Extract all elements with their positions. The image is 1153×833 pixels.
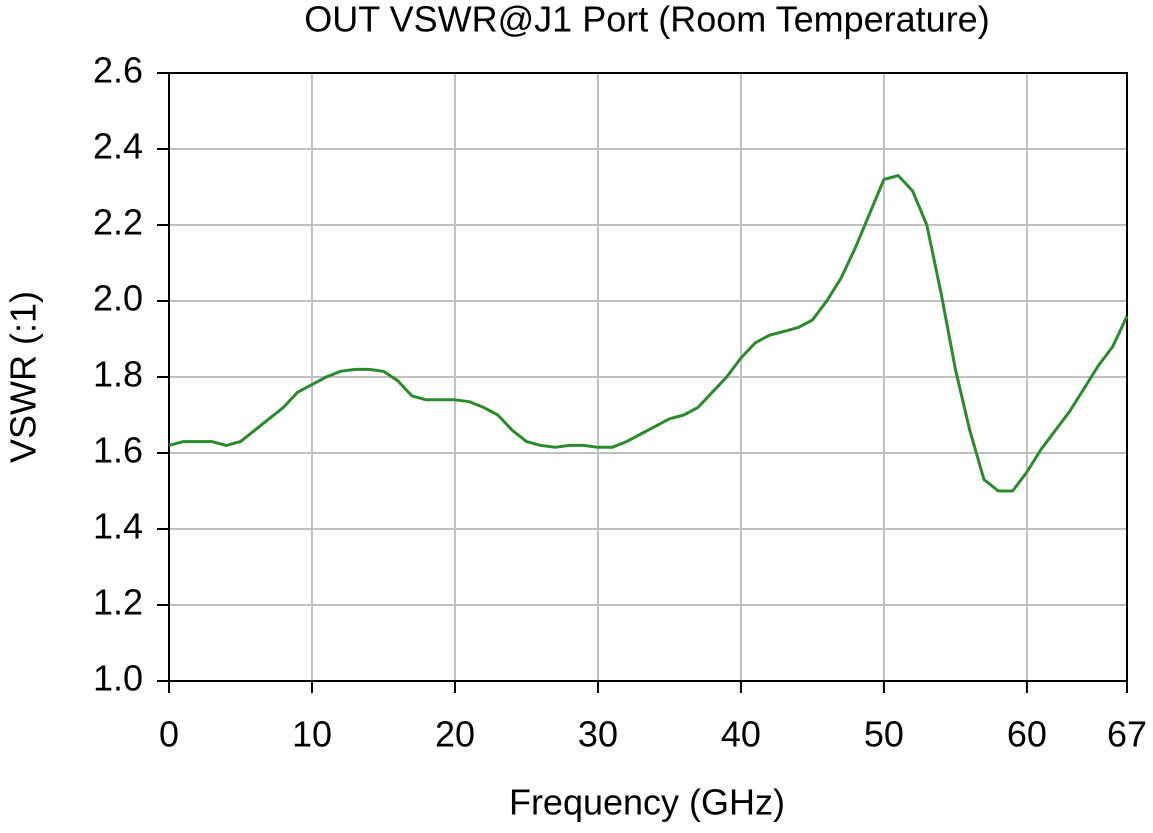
x-axis-label: Frequency (GHz) (509, 782, 785, 823)
x-tick-label: 10 (292, 714, 332, 755)
x-tick-label: 50 (864, 714, 904, 755)
x-tick-label: 67 (1107, 714, 1147, 755)
y-tick-label: 2.4 (93, 126, 143, 167)
y-tick-label: 1.2 (93, 582, 143, 623)
y-tick-label: 2.6 (93, 50, 143, 91)
plot-frame (168, 72, 1128, 682)
y-tick-label: 2.0 (93, 278, 143, 319)
y-tick-label: 2.2 (93, 202, 143, 243)
x-tick-label: 20 (435, 714, 475, 755)
x-tick-label: 0 (159, 714, 179, 755)
y-tick-label: 1.6 (93, 430, 143, 471)
y-tick-label: 1.0 (93, 658, 143, 699)
chart-title: OUT VSWR@J1 Port (Room Temperature) (304, 0, 989, 40)
x-tick-label: 30 (578, 714, 618, 755)
y-axis-label: VSWR (:1) (3, 291, 44, 463)
y-tick-label: 1.4 (93, 506, 143, 547)
x-tick-label: 60 (1007, 714, 1047, 755)
y-tick-label: 1.8 (93, 354, 143, 395)
data-line (168, 174, 1129, 493)
x-tick-label: 40 (721, 714, 761, 755)
